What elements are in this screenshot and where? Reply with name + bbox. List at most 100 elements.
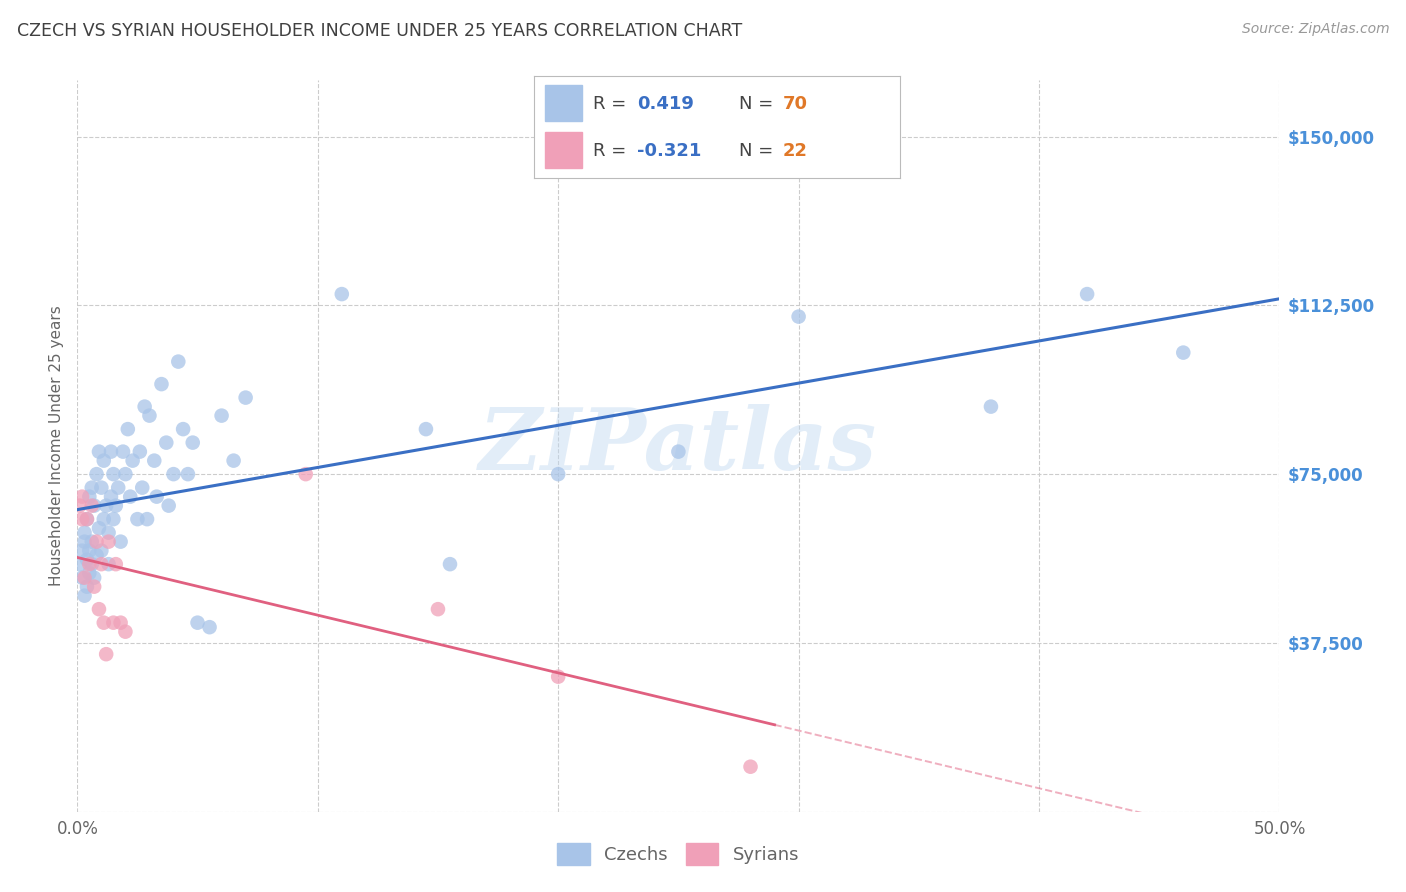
Point [131, 481, 153, 495]
Point [80, 481, 103, 495]
Point [76, 512, 98, 526]
Text: 22: 22 [783, 142, 808, 160]
Point [76, 512, 98, 526]
Point [294, 467, 316, 482]
Point [87, 602, 110, 616]
Point [70, 512, 93, 526]
Text: 70: 70 [783, 95, 808, 112]
Point [121, 453, 143, 467]
Point [181, 435, 204, 450]
Point [73, 571, 96, 585]
Point [90, 481, 112, 495]
Point [97, 534, 120, 549]
Point [235, 391, 257, 405]
Point [80, 557, 103, 571]
Point [83, 499, 105, 513]
Point [162, 467, 184, 482]
Point [93, 615, 115, 630]
Text: Source: ZipAtlas.com: Source: ZipAtlas.com [1241, 22, 1389, 37]
Point [415, 422, 437, 436]
Point [73, 589, 96, 603]
Point [90, 557, 112, 571]
Point [80, 499, 103, 513]
Point [111, 444, 134, 458]
Point [114, 467, 136, 482]
Point [155, 435, 177, 450]
Point [145, 490, 167, 504]
Point [100, 444, 122, 458]
Point [87, 444, 110, 458]
Text: R =: R = [593, 95, 626, 112]
Point [97, 525, 120, 540]
Point [86, 467, 108, 482]
Point [96, 499, 118, 513]
Point [150, 377, 173, 392]
Point [103, 467, 125, 482]
Point [80, 534, 103, 549]
Point [69, 557, 91, 571]
Point [187, 615, 209, 630]
Point [110, 615, 132, 630]
Point [104, 499, 127, 513]
Point [177, 467, 200, 482]
Point [110, 534, 132, 549]
Point [172, 422, 194, 436]
Bar [546, 85, 582, 121]
Point [100, 490, 122, 504]
Point [70, 571, 93, 585]
Point [79, 490, 101, 504]
Point [222, 453, 245, 467]
Point [128, 444, 150, 458]
Point [83, 571, 105, 585]
Point [136, 512, 159, 526]
Point [96, 647, 118, 661]
Point [127, 512, 149, 526]
Y-axis label: Householder Income Under 25 years: Householder Income Under 25 years [49, 306, 65, 586]
Point [211, 409, 233, 423]
Point [73, 525, 96, 540]
Bar [546, 132, 582, 168]
Point [980, 400, 1002, 414]
Text: -0.321: -0.321 [637, 142, 702, 160]
Point [330, 287, 353, 301]
Point [1173, 345, 1195, 359]
Point [120, 490, 142, 504]
Point [1076, 287, 1098, 301]
Point [73, 534, 96, 549]
Point [167, 354, 190, 368]
Point [76, 580, 98, 594]
Point [138, 409, 160, 423]
Point [439, 557, 461, 571]
Point [157, 499, 180, 513]
Point [787, 310, 810, 324]
Point [117, 422, 139, 436]
Point [79, 566, 101, 581]
Point [740, 760, 762, 774]
Point [547, 670, 569, 684]
Text: R =: R = [593, 142, 626, 160]
Point [103, 615, 125, 630]
Point [134, 400, 156, 414]
Point [79, 543, 101, 558]
Legend: Czechs, Syrians: Czechs, Syrians [550, 836, 807, 872]
Point [83, 580, 105, 594]
Point [70, 543, 93, 558]
Point [79, 557, 101, 571]
Point [70, 490, 93, 504]
Point [103, 512, 125, 526]
Point [93, 512, 115, 526]
Point [86, 548, 108, 562]
Point [86, 534, 108, 549]
Point [76, 552, 98, 566]
Point [427, 602, 450, 616]
Text: ZIPatlas: ZIPatlas [479, 404, 877, 488]
Text: 0.419: 0.419 [637, 95, 693, 112]
Text: CZECH VS SYRIAN HOUSEHOLDER INCOME UNDER 25 YEARS CORRELATION CHART: CZECH VS SYRIAN HOUSEHOLDER INCOME UNDER… [17, 22, 742, 40]
Point [104, 557, 127, 571]
Point [69, 499, 91, 513]
Point [97, 557, 120, 571]
Point [114, 624, 136, 639]
Point [668, 444, 690, 458]
Point [143, 453, 166, 467]
Text: N =: N = [740, 142, 773, 160]
